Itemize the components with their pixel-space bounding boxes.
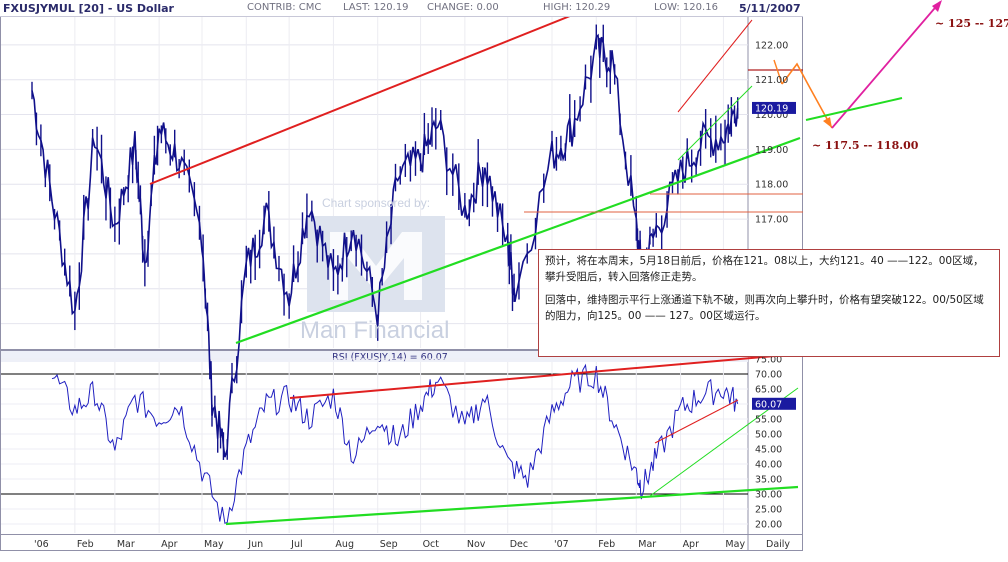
sponsor-watermark [307, 216, 445, 312]
price-tick-label: 122.00 [755, 40, 788, 51]
rsi-tick-label: 65.00 [755, 385, 782, 396]
date-axis-strip [0, 534, 803, 551]
support-channel-extension [805, 97, 903, 121]
rsi-resistance-line [289, 353, 799, 399]
x-month-label: Feb [598, 539, 615, 550]
x-month-label: Apr [683, 539, 700, 550]
price-last-value-tag: 120.19 [752, 101, 796, 114]
x-month-label: May [204, 539, 224, 550]
short-channel-lower-line [677, 85, 753, 161]
change-label: CHANGE: 0.00 [427, 2, 499, 13]
price-last-value-text: 120.19 [755, 103, 788, 114]
rsi-tick-label: 40.00 [755, 460, 782, 471]
chart-header: FXUSJYMUL [20] - US Dollar CONTRIB: CMC … [0, 0, 803, 17]
projection-up-arrowhead [932, 0, 942, 12]
projection-down-arrowhead [823, 117, 832, 128]
x-month-label: Aug [335, 539, 354, 550]
rsi-panel [0, 350, 803, 535]
rsi-tick-label: 45.00 [755, 445, 782, 456]
rsi-tick-label: 50.00 [755, 430, 782, 441]
x-month-label: Mar [638, 539, 656, 550]
x-month-label: '06 [34, 539, 49, 550]
target-high-annotation: ~ 125 -- 127 [935, 17, 1008, 30]
x-month-label: Mar [117, 539, 135, 550]
rsi-last-value-text: 60.07 [755, 399, 782, 410]
rsi-title: RSI (FXUSJY,14) = 60.07 [332, 352, 448, 363]
rsi-tick-label: 30.00 [755, 490, 782, 501]
price-tick-label: 117.00 [755, 215, 788, 226]
projection-path [773, 0, 942, 129]
rsi-tick-label: 70.00 [755, 370, 782, 381]
rsi-tick-label: 75.00 [755, 355, 782, 366]
contrib-label: CONTRIB: CMC [247, 2, 322, 13]
short-channel-upper-line [677, 19, 753, 113]
rsi-series-line [51, 363, 739, 524]
rsi-short-upper-line [654, 399, 739, 444]
high-label: HIGH: 120.29 [543, 2, 611, 13]
price-tick-label: 118.00 [755, 180, 788, 191]
x-month-label: Oct [423, 539, 440, 550]
last-price-label: LAST: 120.19 [343, 2, 409, 13]
rsi-tick-label: 35.00 [755, 475, 782, 486]
projection-up-line [831, 1, 941, 129]
price-last-value-box [752, 101, 796, 114]
x-month-label: Sep [380, 539, 398, 550]
x-month-label: Feb [77, 539, 94, 550]
x-month-label: May [725, 539, 745, 550]
rsi-last-value-box [752, 397, 796, 410]
rsi-tick-label: 55.00 [755, 415, 782, 426]
x-month-label: Dec [510, 539, 528, 550]
target-low-annotation: ~ 117.5 -- 118.00 [812, 139, 919, 152]
x-month-label: Jun [247, 539, 263, 550]
forecast-note-para2: 回落中，维持图示平行上涨通道下轨不破，则再次向上攀升时，价格有望突破122。00… [545, 294, 984, 322]
chart-date: 5/11/2007 [739, 2, 801, 15]
x-month-label: Nov [467, 539, 486, 550]
projection-up-segment [773, 59, 783, 85]
price-tick-label: 120.00 [755, 110, 788, 121]
watermark-logo-mark [330, 232, 422, 300]
projection-down-line [781, 62, 833, 129]
rsi-tick-label: 20.00 [755, 520, 782, 531]
low-label: LOW: 120.16 [654, 2, 718, 13]
rsi-support-line [225, 485, 799, 526]
price-tick-label: 121.00 [755, 75, 788, 86]
price-tick-label: 119.00 [755, 145, 788, 156]
watermark-sponsor-label: Chart sponsored by: [322, 196, 431, 210]
support-channel-line [235, 136, 801, 345]
watermark-brand: Man Financial [300, 317, 450, 344]
x-month-label: '07 [554, 539, 569, 550]
x-month-label: Apr [161, 539, 178, 550]
rsi-tick-label: 25.00 [755, 505, 782, 516]
x-month-label: Jul [290, 539, 302, 550]
resistance-channel-line [149, 0, 611, 185]
forecast-note: 预计，将在本周末，5月18日前后，价格在121。08以上，大约121。40 ——… [538, 249, 1000, 357]
forecast-note-para1: 预计，将在本周末，5月18日前后，价格在121。08以上，大约121。40 ——… [545, 255, 984, 283]
rsi-title-band [1, 351, 748, 362]
rsi-last-value-tag: 60.07 [752, 397, 796, 410]
symbol-title: FXUSJYMUL [20] - US Dollar [3, 2, 174, 15]
x-month-label: Daily [766, 539, 790, 550]
